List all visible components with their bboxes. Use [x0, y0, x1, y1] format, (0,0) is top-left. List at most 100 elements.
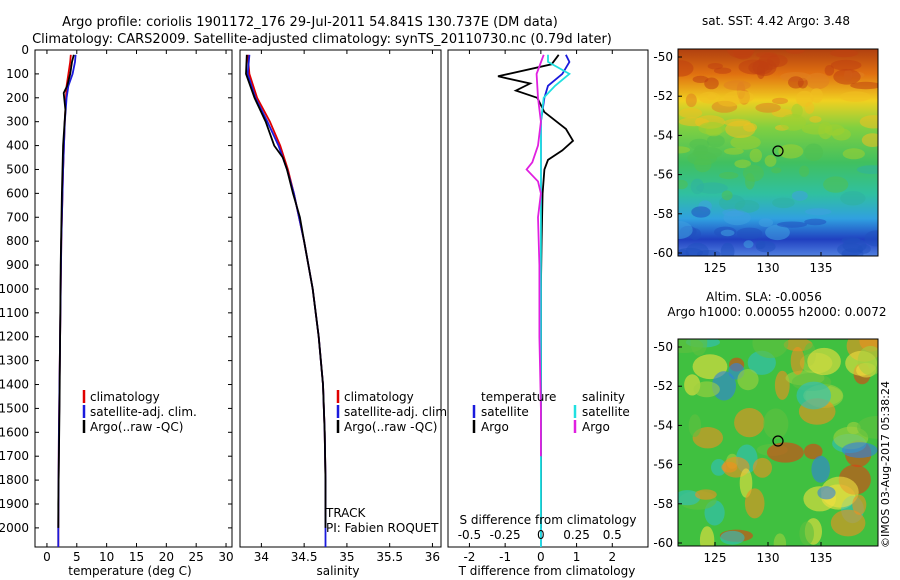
texture-blob [695, 489, 717, 500]
top-tick-label: 0.5 [603, 528, 622, 542]
map-lat-label: -58 [653, 497, 673, 511]
texture-blob [678, 247, 703, 256]
depth-tick-label: 600 [6, 186, 29, 200]
depth-tick-label: 700 [6, 210, 29, 224]
texture-blob [765, 224, 790, 241]
texture-blob [734, 200, 760, 213]
texture-blob [859, 115, 878, 129]
pi-annotation: PI: Fabien ROQUET [326, 521, 439, 535]
map-lat-label: -50 [653, 50, 673, 64]
texture-blob [752, 457, 773, 478]
texture-blob [824, 65, 835, 76]
temperature-lines [57, 54, 77, 547]
salinity-difference-ticks: -0.5 -0.25 0 0.25 0.5 [458, 528, 622, 542]
texture-blob [766, 442, 804, 463]
texture-blob [778, 144, 804, 159]
x-tick-label: 34.5 [291, 550, 318, 564]
texture-blob [857, 345, 878, 376]
track-annotation: TRACK [325, 506, 367, 520]
texture-blob [831, 128, 851, 141]
depth-tick-label: 0 [21, 43, 29, 57]
header-line1: Argo profile: coriolis 1901172_176 29-Ju… [62, 15, 558, 30]
texture-blob [773, 533, 787, 546]
map-lat-label: -52 [653, 89, 673, 103]
temperature-xlabel: temperature (deg C) [68, 564, 191, 578]
texture-blob [801, 123, 831, 135]
x-tick-label: 1 [573, 550, 581, 564]
texture-blob [823, 176, 849, 193]
salinity-legend: climatology satellite-adj. clim. Argo(..… [336, 390, 451, 434]
difference-top-label: S difference from climatology [460, 513, 637, 527]
texture-blob [713, 67, 732, 74]
map-lon-label: 130 [757, 551, 780, 565]
x-tick-label: -1 [499, 550, 511, 564]
texture-blob [694, 156, 712, 173]
top-tick-label: 0 [537, 528, 545, 542]
legend-salinity-header: salinity [582, 390, 625, 404]
texture-blob [772, 197, 795, 209]
texture-blob [805, 208, 832, 216]
x-tick-label: 2 [608, 550, 616, 564]
top-tick-label: -0.25 [490, 528, 521, 542]
depth-tick-label: 1900 [0, 497, 29, 511]
top-tick-label: 0.25 [563, 528, 590, 542]
texture-blob [817, 486, 836, 500]
temperature-panel: 0100200300400500600700800900100011001200… [0, 43, 648, 578]
depth-tick-label: 1200 [0, 330, 29, 344]
map-lat-label: -50 [653, 340, 673, 354]
texture-blob [678, 179, 688, 190]
difference-legend: temperature salinity satellite Argo sate… [472, 390, 630, 434]
difference-panel: -2 -1 0 1 2 T difference from climatology S … [447, 49, 649, 578]
footer-timestamp: ©IMOS 03-Aug-2017 05:38:24 [879, 381, 892, 548]
texture-blob [723, 210, 751, 226]
texture-blob [791, 190, 808, 201]
depth-tick-label: 1100 [0, 306, 29, 320]
texture-blob [690, 339, 708, 356]
texture-blob [706, 134, 725, 148]
texture-blob [804, 218, 827, 226]
x-tick-label: 0 [43, 550, 51, 564]
texture-blob [724, 147, 744, 155]
texture-blob [771, 167, 782, 174]
salinity-xlabel: salinity [316, 564, 359, 578]
sla-frame [677, 338, 879, 547]
sla-texture [678, 339, 878, 546]
difference-axes [447, 49, 649, 548]
sla-map-title2: Argo h1000: 0.00055 h2000: 0.0072 [667, 305, 886, 319]
texture-blob [809, 116, 822, 123]
texture-blob [678, 146, 691, 154]
depth-tick-label: 100 [6, 67, 29, 81]
map-lat-label: -58 [653, 207, 673, 221]
legend-climatology-label: climatology [90, 390, 160, 404]
x-tick-label: 30 [218, 550, 233, 564]
texture-blob [690, 178, 704, 195]
depth-tick-label: 300 [6, 115, 29, 129]
map-lon-label: 135 [810, 551, 833, 565]
texture-blob [857, 416, 878, 439]
sst-ticks: -50 -52 -54 -56 -58 -60 125 130 135 [653, 50, 832, 275]
depth-tick-label: 900 [6, 258, 29, 272]
texture-blob [841, 442, 878, 458]
texture-blob [758, 218, 774, 228]
x-tick-label: 35.5 [376, 550, 403, 564]
texture-blob [692, 75, 709, 83]
x-tick-label: 10 [99, 550, 114, 564]
texture-blob [799, 521, 814, 546]
x-tick-label: 15 [129, 550, 144, 564]
map-lon-label: 125 [704, 261, 727, 275]
sla-map: Altim. SLA: -0.0056 Argo h1000: 0.00055 … [653, 290, 886, 565]
x-tick-label: 35 [339, 550, 354, 564]
legend-temp-argo-label: Argo [481, 420, 509, 434]
map-lat-label: -54 [653, 128, 673, 142]
texture-blob [698, 121, 726, 135]
x-tick-label: -2 [463, 550, 475, 564]
legend-climatology-label: climatology [344, 390, 414, 404]
texture-blob [820, 476, 859, 508]
texture-blob [742, 164, 764, 182]
argo-position-marker [772, 435, 784, 447]
texture-blob [723, 80, 751, 91]
texture-blob [777, 221, 807, 228]
depth-tick-label: 1700 [0, 449, 29, 463]
texture-blob [772, 97, 788, 105]
